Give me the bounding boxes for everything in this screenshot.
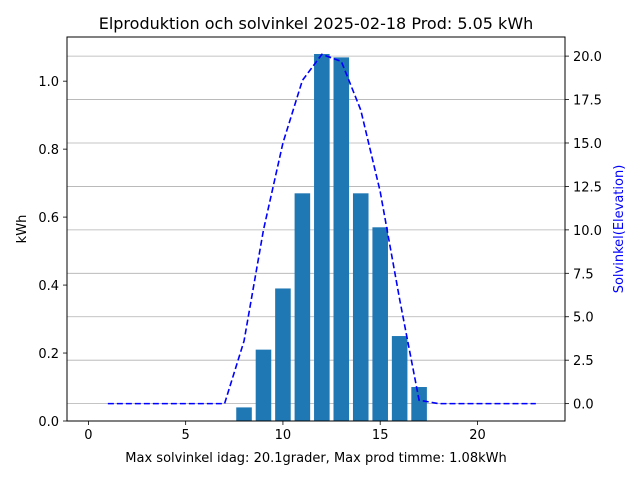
x-tick-label: 5 — [182, 428, 190, 443]
y-tick-label: 1.0 — [38, 75, 59, 90]
bar-series — [236, 53, 427, 422]
bar — [333, 57, 350, 422]
axis-ticks: 0 5 10 15 20 0.0 0.2 0.4 0.6 0.8 1.0 0.0 2.5 5.0 7.5 10… — [38, 50, 602, 443]
plot-frame — [66, 36, 566, 422]
y-right-axis-title: Solvinkel(Elevation) — [612, 165, 627, 294]
y-tick-label: 0.2 — [38, 347, 59, 362]
y-axis-title: kWh — [15, 215, 30, 244]
x-tick-label: 20 — [469, 428, 486, 443]
bar — [275, 288, 291, 421]
y-right-tick-label: 10.0 — [573, 224, 602, 239]
y-tick-label: 0.4 — [38, 279, 59, 294]
y-tick-label: 0.6 — [38, 211, 59, 226]
bar — [391, 336, 408, 421]
bar — [411, 387, 427, 421]
bar — [255, 349, 272, 421]
chart-title: Elproduktion och solvinkel 2025-02-18 Pr… — [99, 14, 534, 33]
y-right-tick-label: 7.5 — [573, 267, 594, 282]
y-right-tick-label: 12.5 — [573, 180, 602, 195]
x-axis-title: Max solvinkel idag: 20.1grader, Max prod… — [125, 451, 506, 466]
y-right-tick-label: 15.0 — [573, 137, 602, 152]
y-tick-label: 0.8 — [38, 143, 59, 158]
y-right-tick-label: 2.5 — [573, 354, 594, 369]
y-right-tick-label: 20.0 — [573, 50, 602, 65]
bar — [294, 193, 311, 421]
bar — [372, 227, 388, 421]
bar — [352, 193, 369, 421]
y-tick-label: 0.0 — [38, 415, 59, 430]
x-tick-label: 10 — [275, 428, 292, 443]
elevation-line-series — [107, 53, 536, 405]
bar — [236, 407, 252, 421]
bar — [314, 53, 330, 421]
y-right-tick-label: 5.0 — [573, 311, 594, 326]
elevation-line — [107, 53, 536, 405]
y-right-tick-label: 0.0 — [573, 398, 594, 413]
y-right-tick-label: 17.5 — [573, 94, 602, 109]
x-tick-label: 15 — [372, 428, 389, 443]
x-tick-label: 0 — [84, 428, 92, 443]
